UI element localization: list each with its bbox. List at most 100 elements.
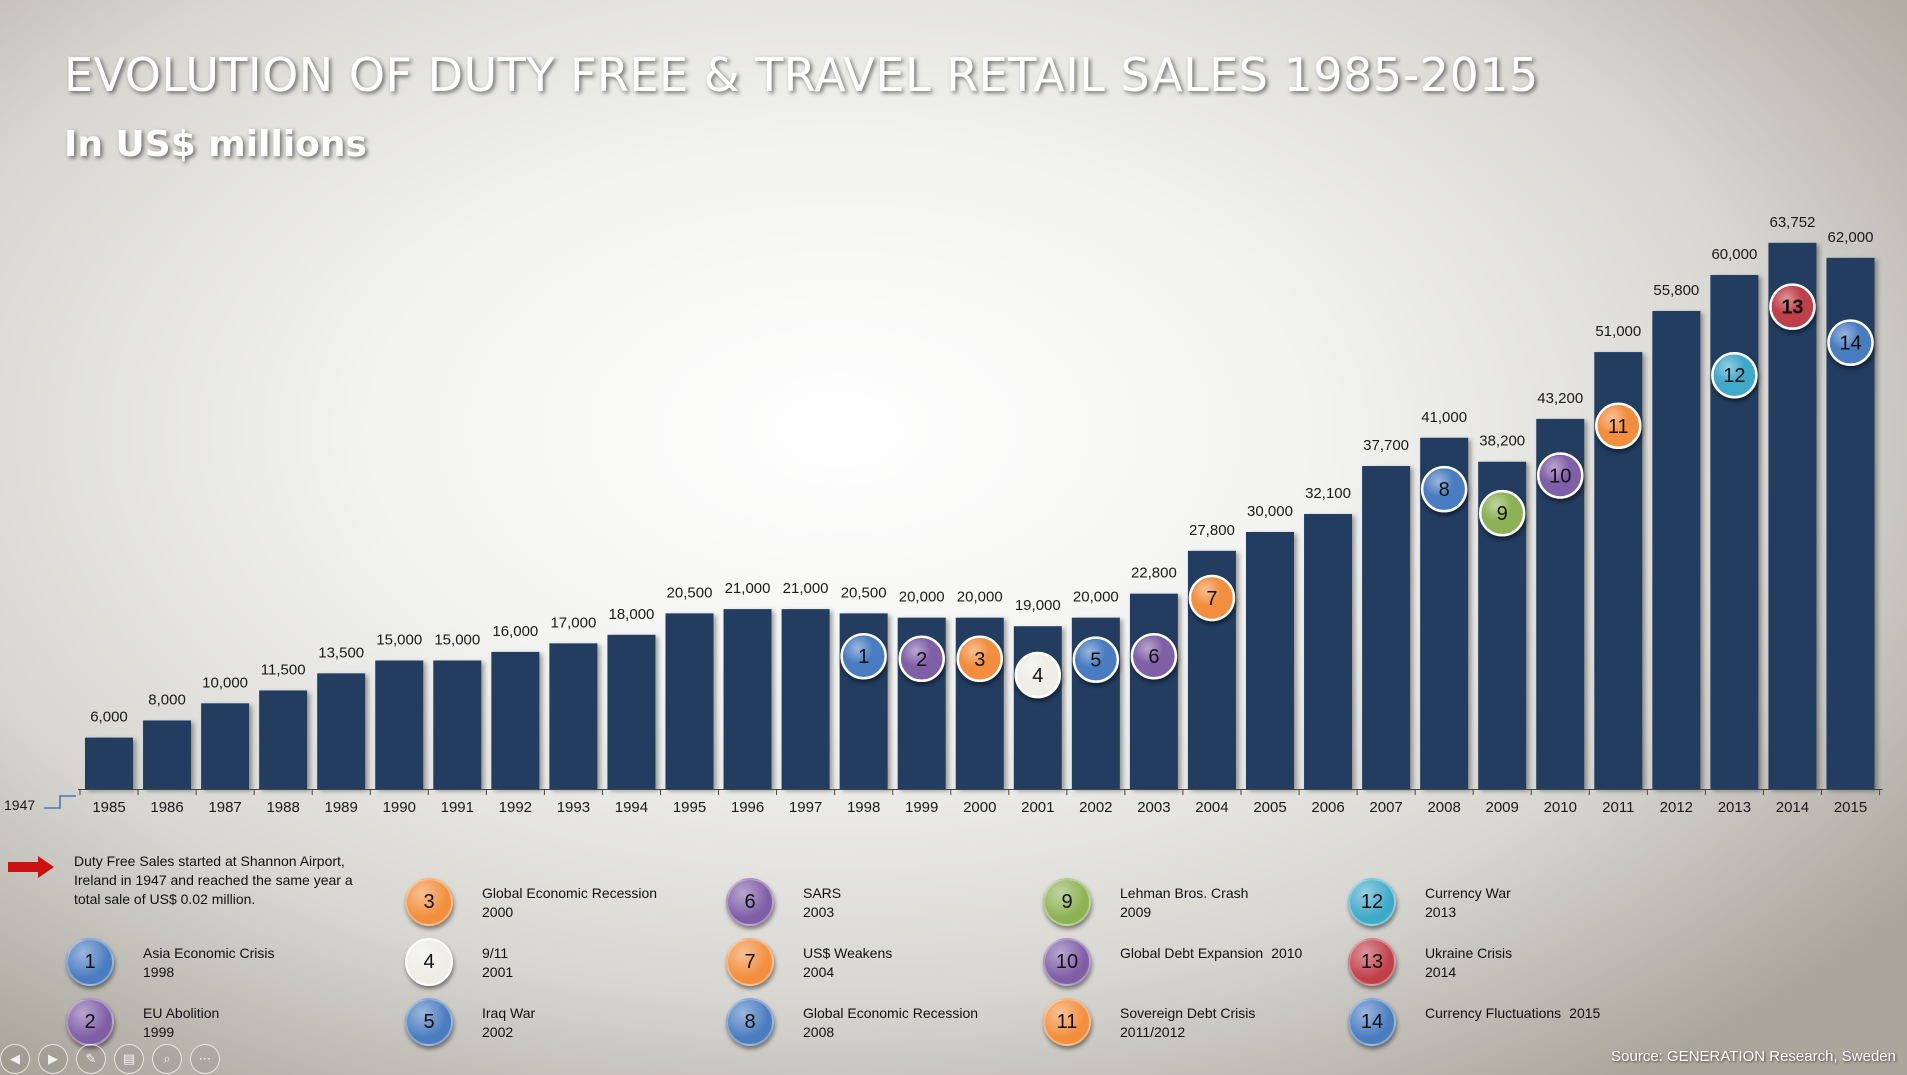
bar-1991: [433, 660, 482, 789]
value-label-1996: 21,000: [725, 580, 771, 597]
tick-label-2002: 2002: [1079, 799, 1112, 816]
value-label-2009: 38,200: [1479, 433, 1525, 450]
value-label-2006: 32,100: [1305, 485, 1351, 502]
legend-text: US$ Weakens 2004: [803, 944, 892, 982]
tick-label-2011: 2011: [1602, 799, 1634, 816]
legend-badge: 2: [66, 998, 114, 1046]
zoom-icon[interactable]: ⌕: [152, 1044, 182, 1074]
previous-icon[interactable]: ◀: [0, 1044, 30, 1074]
bar-1985: [85, 737, 133, 789]
legend-item-11: 11 Sovereign Debt Crisis 2011/2012: [1043, 996, 1343, 1052]
bar-1997: [781, 609, 830, 789]
legend-item-5: 5 Iraq War 2002: [405, 996, 705, 1052]
legend-event-year: 2008: [803, 1024, 835, 1040]
bar-2012: [1652, 310, 1701, 789]
event-badge-gloss: [1424, 469, 1465, 510]
tick-label-2001: 2001: [1021, 799, 1054, 816]
legend-event-name: Sovereign Debt Crisis: [1120, 1005, 1256, 1021]
source-credit: Source: GENERATION Research, Sweden: [1611, 1048, 1896, 1065]
start-year-label: 1947: [4, 797, 35, 813]
value-label-2002: 20,000: [1073, 589, 1119, 606]
legend-item-1: 1 Asia Economic Crisis 1998: [66, 936, 366, 992]
tick-label-1999: 1999: [905, 799, 938, 816]
event-badge-12: 12: [1711, 351, 1758, 399]
event-badge-number: 8: [1439, 479, 1450, 501]
event-badge-5: 5: [1072, 636, 1120, 683]
pen-icon[interactable]: ✎: [76, 1044, 106, 1074]
value-label-1993: 17,000: [550, 614, 596, 631]
value-label-1998: 20,500: [841, 584, 887, 601]
legend-text: Currency Fluctuations 2015: [1425, 1004, 1600, 1023]
tick-label-1997: 1997: [789, 799, 822, 816]
legend-event-year: 2014: [1425, 964, 1457, 980]
next-icon[interactable]: ▶: [38, 1044, 68, 1074]
legend-item-7: 7 US$ Weakens 2004: [726, 936, 1026, 992]
legend-event-name: Currency Fluctuations: [1425, 1005, 1562, 1021]
bar-2014: [1768, 242, 1817, 789]
legend-event-year: 1998: [143, 964, 175, 980]
value-label-2010: 43,200: [1537, 390, 1583, 407]
legend-event-name: SARS: [803, 885, 842, 901]
tick-label-2003: 2003: [1137, 799, 1170, 816]
more-icon[interactable]: ⋯: [190, 1044, 220, 1074]
value-label-2003: 22,800: [1131, 565, 1177, 582]
tick-label-2010: 2010: [1544, 799, 1577, 816]
value-label-1985: 6,000: [90, 709, 128, 726]
legend-event-name: 9/11: [482, 945, 509, 961]
legend-badge: 7: [726, 938, 774, 986]
legend-event-name: Currency War: [1425, 885, 1511, 901]
event-badge-gloss: [1133, 636, 1174, 677]
tick-label-2013: 2013: [1718, 799, 1751, 816]
legend-badge: 14: [1348, 998, 1396, 1046]
slides-icon[interactable]: ▤: [114, 1044, 144, 1074]
legend-badge: 6: [726, 878, 774, 926]
event-badge-gloss: [1714, 355, 1755, 396]
event-badge-gloss: [1017, 655, 1058, 696]
legend-event-name: EU Abolition: [143, 1005, 220, 1021]
event-badge-gloss: [1482, 493, 1523, 534]
tick-label-2005: 2005: [1253, 799, 1286, 816]
legend-event-year: 2013: [1425, 904, 1457, 920]
legend-event-year: 2002: [482, 1024, 514, 1040]
event-badge-14: 14: [1827, 319, 1874, 366]
red-arrow-icon: [8, 856, 54, 878]
event-badge-gloss: [843, 636, 884, 677]
event-badge-gloss: [1830, 322, 1871, 363]
bar-2006: [1304, 513, 1353, 789]
event-badge-number: 3: [974, 649, 985, 671]
tick-label-1991: 1991: [441, 799, 474, 816]
legend-text: Global Debt Expansion 2010: [1120, 944, 1302, 963]
value-label-2013: 60,000: [1711, 246, 1757, 263]
legend-badge: 9: [1043, 878, 1091, 926]
value-label-1986: 8,000: [148, 691, 186, 708]
value-label-1999: 20,000: [899, 589, 945, 606]
legend-event-year: 2015: [1569, 1005, 1601, 1021]
tick-label-2006: 2006: [1311, 799, 1344, 816]
tick-label-2014: 2014: [1776, 799, 1809, 816]
legend-event-year: 2001: [482, 964, 514, 980]
tick-label-1998: 1998: [847, 799, 880, 816]
tick-label-2008: 2008: [1427, 799, 1460, 816]
legend-badge: 1: [66, 938, 114, 986]
bar-1987: [201, 703, 250, 789]
legend-item-3: 3 Global Economic Recession 2000: [405, 876, 705, 932]
bar-1990: [375, 660, 424, 789]
event-badge-6: 6: [1130, 632, 1178, 680]
bar-1994: [607, 634, 656, 789]
legend-event-year: 2009: [1120, 904, 1152, 920]
legend-text: Sovereign Debt Crisis 2011/2012: [1120, 1004, 1255, 1042]
value-label-1994: 18,000: [609, 606, 655, 623]
legend-item-9: 9 Lehman Bros. Crash 2009: [1043, 876, 1343, 932]
legend-text: Ukraine Crisis 2014: [1425, 944, 1512, 982]
legend-event-year: 2000: [482, 904, 514, 920]
bar-2001: [1013, 626, 1062, 789]
bar-2003: [1129, 593, 1178, 789]
event-badge-number: 4: [1032, 665, 1043, 687]
legend-badge: 5: [405, 998, 453, 1046]
value-label-1989: 13,500: [318, 644, 364, 661]
value-label-2007: 37,700: [1363, 437, 1409, 454]
event-badge-number: 6: [1148, 646, 1159, 668]
event-badge-8: 8: [1420, 465, 1468, 513]
tick-label-1989: 1989: [325, 799, 358, 816]
